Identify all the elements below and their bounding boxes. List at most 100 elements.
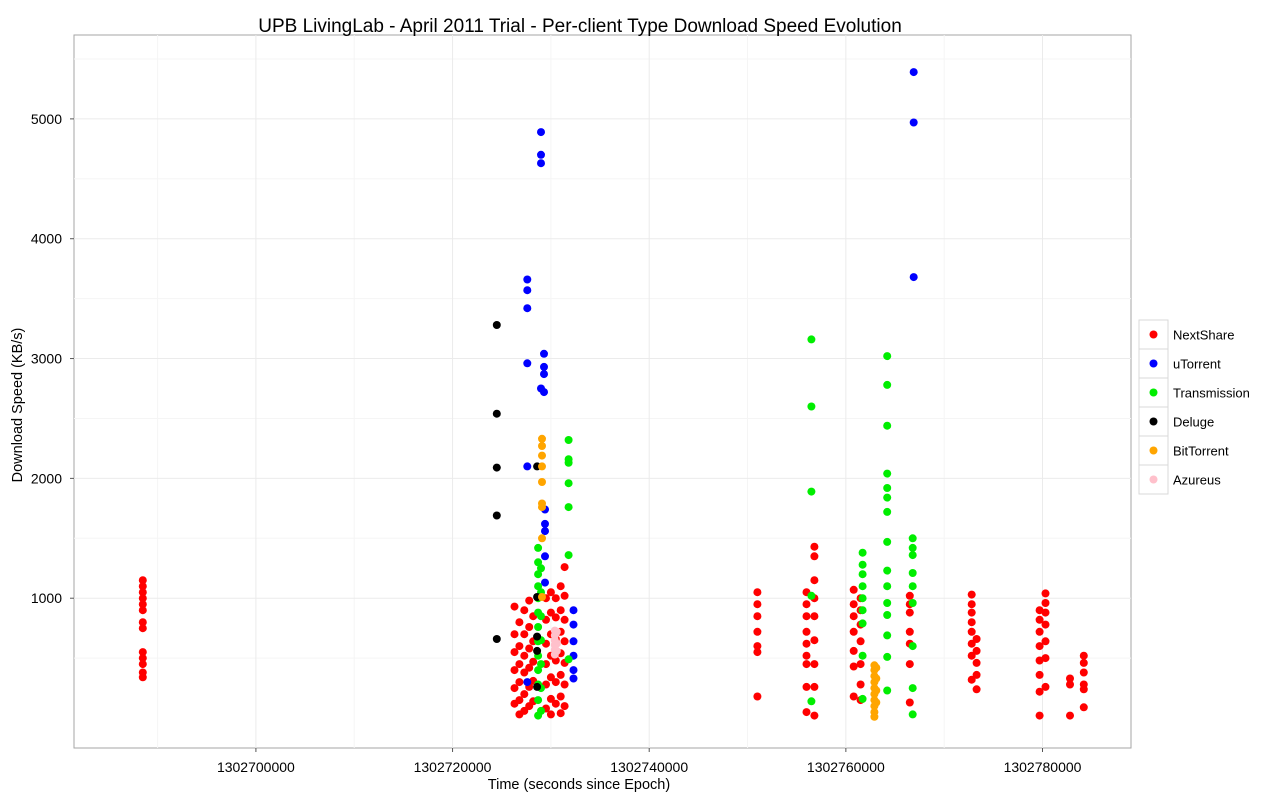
data-point [523, 359, 532, 368]
data-point [883, 631, 892, 640]
data-point [908, 543, 917, 552]
data-point [556, 709, 565, 718]
legend-marker [1149, 359, 1158, 368]
data-point [560, 637, 569, 646]
data-point [810, 660, 819, 669]
data-point [537, 564, 545, 573]
data-point [858, 560, 867, 569]
data-point [1041, 608, 1050, 617]
data-point [534, 666, 543, 675]
data-point [972, 658, 981, 667]
data-point [1079, 685, 1088, 694]
data-point [552, 639, 561, 648]
data-point [967, 590, 976, 599]
data-point [858, 619, 867, 628]
data-point [858, 606, 867, 615]
y-tick-label: 3000 [31, 351, 62, 367]
x-tick-label: 1302720000 [414, 759, 492, 775]
data-point [537, 660, 545, 669]
data-point [753, 627, 762, 636]
data-point [908, 684, 917, 693]
data-point [872, 663, 881, 672]
data-point [569, 620, 578, 629]
data-point [546, 608, 555, 617]
data-point [1035, 670, 1044, 679]
data-point [849, 612, 858, 621]
data-point [807, 697, 816, 706]
data-point [1041, 682, 1050, 691]
data-point [753, 642, 762, 651]
data-point [856, 680, 865, 689]
data-point [810, 612, 819, 621]
data-point [972, 685, 981, 694]
data-point [972, 670, 981, 679]
data-point [560, 591, 569, 600]
data-point [138, 624, 147, 633]
data-point [515, 660, 524, 669]
data-point [538, 442, 546, 450]
data-point [537, 159, 545, 168]
data-point [872, 674, 881, 683]
legend: NextShare uTorrent Transmission Deluge BitTo… [1138, 319, 1250, 495]
x-tick-label: 1302740000 [610, 759, 688, 775]
data-point [546, 694, 555, 703]
data-point [849, 662, 858, 671]
data-point [520, 630, 529, 639]
data-point [138, 576, 147, 585]
legend-label: BitTorrent [1173, 444, 1229, 459]
data-point [541, 527, 549, 536]
data-point [908, 710, 917, 719]
x-axis-title: Time (seconds since Epoch) [488, 777, 670, 793]
data-point [802, 600, 811, 609]
data-point [540, 349, 548, 358]
data-point [569, 674, 578, 683]
data-point [883, 469, 892, 478]
data-point [1041, 620, 1050, 629]
data-point [1079, 651, 1088, 660]
data-point [564, 436, 573, 444]
data-point [515, 678, 524, 687]
data-point [552, 627, 561, 636]
data-point [538, 534, 546, 543]
data-point [138, 600, 147, 609]
data-point [523, 286, 532, 295]
data-point [1041, 599, 1050, 607]
data-point [556, 692, 565, 701]
data-point [533, 682, 542, 691]
data-point [905, 608, 914, 617]
data-point [1066, 711, 1074, 720]
data-point [753, 612, 762, 621]
data-point [138, 594, 147, 603]
legend-marker [1149, 417, 1158, 426]
data-point [537, 128, 545, 137]
data-point [1079, 658, 1088, 667]
data-point [138, 582, 147, 591]
data-point [533, 646, 542, 655]
data-point [1035, 627, 1044, 636]
data-point [753, 588, 762, 597]
data-point [908, 551, 917, 560]
x-tick-label: 1302700000 [217, 759, 295, 775]
data-point [858, 594, 867, 603]
legend-label: uTorrent [1173, 357, 1221, 372]
data-point [753, 692, 762, 701]
data-point [967, 608, 976, 617]
data-point [807, 487, 816, 496]
data-point [551, 656, 560, 665]
data-point [858, 694, 867, 703]
data-point [492, 511, 501, 520]
data-point [909, 273, 918, 282]
data-point [510, 648, 519, 657]
y-tick-label: 5000 [31, 111, 62, 127]
data-point [546, 710, 555, 719]
data-point [909, 68, 918, 77]
data-point [849, 627, 858, 636]
data-point [138, 673, 147, 682]
data-point [560, 615, 569, 624]
y-tick-label: 4000 [31, 231, 62, 247]
plot-panel [73, 34, 1132, 749]
data-point [569, 606, 578, 615]
data-point [540, 362, 548, 371]
legend-marker [1149, 446, 1158, 455]
data-point [905, 627, 914, 636]
